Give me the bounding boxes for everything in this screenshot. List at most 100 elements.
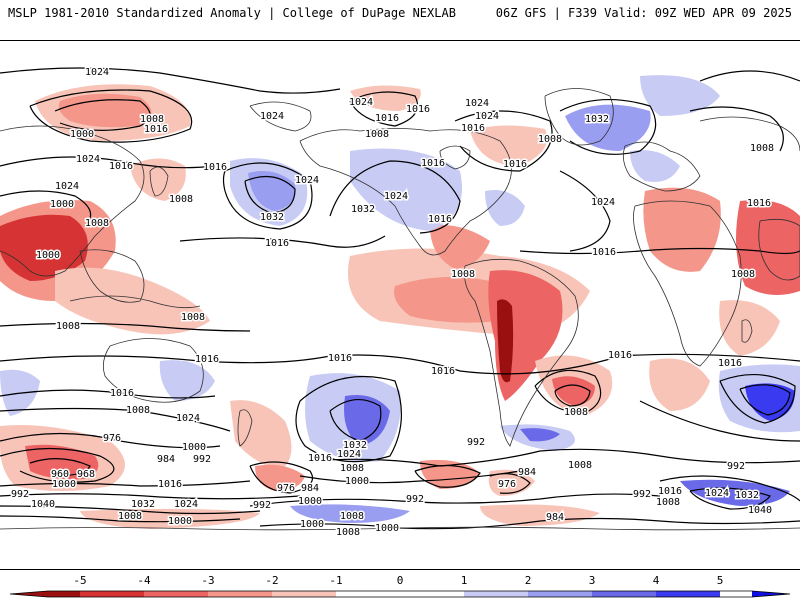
anomaly-pos-southpac-antarctic bbox=[290, 504, 410, 523]
isobar-label: 1016 bbox=[195, 354, 219, 365]
colorbar-block bbox=[464, 591, 528, 597]
coastline-north-america bbox=[299, 128, 512, 256]
isobar-line bbox=[249, 461, 314, 494]
isobar-label: 1032 bbox=[585, 114, 609, 125]
isobar-label: 1016 bbox=[203, 162, 227, 173]
anomaly-neg-southern-edge bbox=[480, 504, 600, 526]
isobar-label: 1016 bbox=[747, 198, 771, 209]
anomaly-pos-southpac-west bbox=[159, 360, 215, 401]
anomaly-neg-southpac-mid bbox=[230, 400, 292, 471]
isobar-line bbox=[329, 160, 461, 234]
coastline-madagascar bbox=[741, 319, 753, 343]
isobar-label: 1008 bbox=[340, 511, 364, 522]
anomaly-neg-aleutian-core bbox=[58, 93, 152, 128]
isobar-label: 1016 bbox=[109, 161, 133, 172]
isobar-line bbox=[659, 475, 800, 502]
model-run-info: 06Z GFS | F339 Valid: 09Z WED APR 09 202… bbox=[495, 6, 792, 20]
coastline-asia-east bbox=[699, 116, 800, 152]
anomaly-neg-asia-core bbox=[0, 214, 88, 281]
isobar-label: 1008 bbox=[451, 269, 475, 280]
colorbar-tick-label: 0 bbox=[397, 574, 404, 587]
isobar-label: 1008 bbox=[340, 463, 364, 474]
anomaly-neg-hudson bbox=[470, 125, 548, 166]
anomaly-pos-siberia bbox=[630, 150, 680, 182]
isobar-line bbox=[689, 487, 771, 510]
isobar-label: 1016 bbox=[608, 350, 632, 361]
coastline-alaska bbox=[249, 101, 312, 132]
coastline-greenland bbox=[544, 88, 614, 146]
anomaly-pos-arctic bbox=[640, 75, 720, 116]
isobar-label: 992 bbox=[11, 489, 29, 500]
isobar-line bbox=[0, 190, 92, 227]
colorbar-blocks bbox=[9, 590, 791, 598]
colorbar-tick-label: -2 bbox=[265, 574, 278, 587]
isobar-label: 1016 bbox=[592, 247, 616, 258]
colorbar-block bbox=[80, 591, 144, 597]
isobar-label: 1016 bbox=[718, 358, 742, 369]
isobar-line bbox=[349, 91, 419, 127]
isobar-line bbox=[0, 505, 261, 515]
isobar-label: 1016 bbox=[110, 388, 134, 399]
isobar-line bbox=[0, 389, 216, 399]
isobar-line bbox=[0, 480, 251, 487]
isobar-label: 1008 bbox=[564, 407, 588, 418]
coastline-hudson-bay bbox=[439, 145, 471, 170]
isobar-line bbox=[0, 432, 221, 449]
isobar-label: 1024 bbox=[337, 449, 361, 460]
isobar-label: 1024 bbox=[76, 154, 100, 165]
isobar-line bbox=[639, 400, 800, 442]
isobar-line bbox=[0, 322, 251, 332]
colorbar-block bbox=[656, 591, 720, 597]
colorbar-tick-label: 1 bbox=[461, 574, 468, 587]
isobar-label: 1008 bbox=[56, 321, 80, 332]
isobar-label: 992 bbox=[406, 494, 424, 505]
isobar-label: 1040 bbox=[748, 505, 772, 516]
colorbar-block bbox=[592, 591, 656, 597]
coastline-se-asia bbox=[79, 249, 145, 303]
isobar-label: 1024 bbox=[465, 98, 489, 109]
isobar-line bbox=[179, 235, 386, 248]
colorbar-block bbox=[272, 591, 336, 597]
anomaly-neg-southatl-core bbox=[552, 376, 595, 406]
isobar-label: 992 bbox=[193, 454, 211, 465]
anomaly-neg-indian bbox=[736, 200, 800, 295]
isobar-label: 1008 bbox=[656, 497, 680, 508]
isobar-line bbox=[0, 407, 231, 432]
isobar-label: 1024 bbox=[384, 191, 408, 202]
anomaly-pos-atlantic bbox=[485, 190, 525, 226]
isobar-label: 1024 bbox=[260, 111, 284, 122]
isobar-label: 1000 bbox=[168, 516, 192, 527]
anomaly-neg-tasman bbox=[255, 464, 305, 491]
isobar-label: 1016 bbox=[461, 123, 485, 134]
isobar-label: 992 bbox=[253, 500, 271, 511]
isobar-label: 1024 bbox=[591, 197, 615, 208]
anomaly-neg-southpac-west-core bbox=[25, 444, 99, 480]
isobar-line bbox=[29, 458, 91, 477]
colorbar-tick-label: -3 bbox=[201, 574, 214, 587]
isobar-label: 1024 bbox=[705, 488, 729, 499]
anomaly-shading bbox=[0, 75, 800, 529]
anomaly-pos-indian-antarctic bbox=[680, 479, 790, 506]
isobar-line bbox=[259, 517, 800, 530]
isobar-contours bbox=[0, 67, 800, 530]
coastline-africa bbox=[633, 200, 742, 367]
isobar-label: 976 bbox=[103, 433, 121, 444]
isobar-line bbox=[222, 162, 313, 230]
isobar-line bbox=[414, 464, 481, 488]
isobar-line bbox=[299, 470, 521, 484]
isobar-label: 968 bbox=[77, 469, 95, 480]
anomaly-neg-japan bbox=[130, 158, 186, 201]
colorbar-block bbox=[208, 591, 272, 597]
isobar-line bbox=[0, 156, 216, 169]
anomaly-map[interactable]: 1024 1008 1016 1000 1024 1024 1016 1024 1000 1008… bbox=[0, 40, 800, 570]
isobar-line bbox=[0, 515, 241, 523]
isobar-label: 1024 bbox=[174, 499, 198, 510]
anomaly-pos-south-indian-core bbox=[745, 383, 795, 421]
isobar-label: 960 bbox=[51, 469, 69, 480]
isobar-label: 992 bbox=[727, 461, 745, 472]
anomaly-pos-greenland bbox=[565, 104, 651, 151]
isobar-label: 992 bbox=[467, 437, 485, 448]
isobar-label: 1016 bbox=[158, 479, 182, 490]
isobar-label: 976 bbox=[277, 483, 295, 494]
isobar-label: 1000 bbox=[375, 523, 399, 534]
